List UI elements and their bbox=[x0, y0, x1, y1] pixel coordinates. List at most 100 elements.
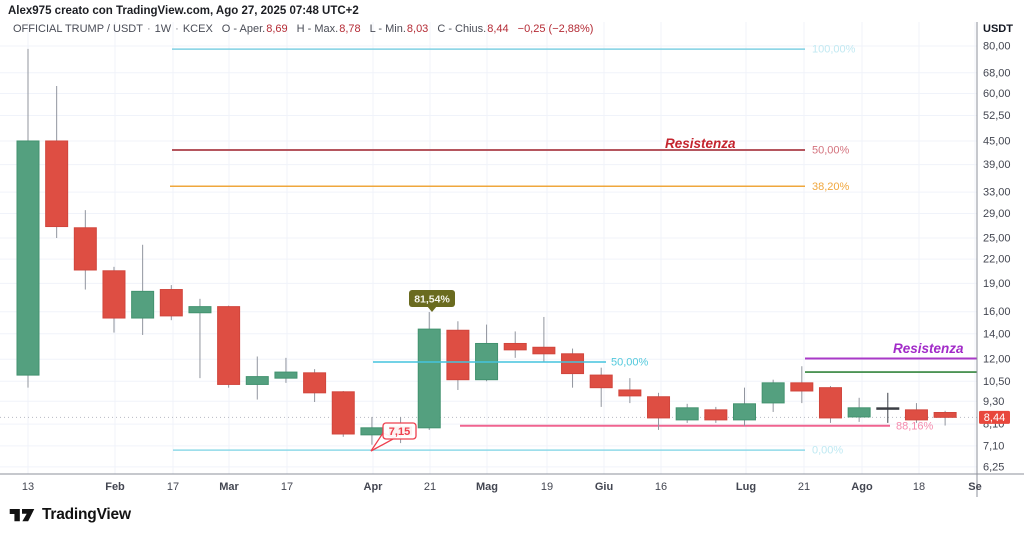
price-tick-label: 39,00 bbox=[983, 159, 1011, 171]
legend-separator: · bbox=[175, 23, 179, 35]
candle bbox=[45, 140, 69, 228]
price-tick-label: 19,00 bbox=[983, 278, 1011, 290]
fib-100-label: 100,00% bbox=[812, 44, 856, 56]
candle bbox=[503, 342, 527, 351]
price-tick-label: 29,00 bbox=[983, 208, 1011, 220]
resistenza-label-red: Resistenza bbox=[665, 136, 736, 151]
last-price-badge bbox=[979, 410, 1010, 424]
price-tick-label: 10,50 bbox=[983, 376, 1011, 388]
gain-callout-text: 81,54% bbox=[414, 294, 450, 306]
time-tick-label: 17 bbox=[167, 481, 179, 493]
gain-callout-box bbox=[409, 290, 455, 307]
fib-mid-50-label: 50,00% bbox=[611, 356, 649, 368]
tradingview-brand[interactable]: TradingView bbox=[0, 497, 1024, 524]
candle bbox=[360, 427, 384, 436]
price-tick-label: 9,30 bbox=[983, 396, 1004, 408]
resistenza-label-purple: Resistenza bbox=[893, 341, 964, 356]
candle bbox=[159, 289, 183, 317]
time-tick-label: 21 bbox=[798, 481, 810, 493]
low-callout-text: 7,15 bbox=[389, 426, 410, 438]
legend-separator: · bbox=[146, 23, 151, 35]
high-label: H - Max. bbox=[296, 23, 339, 35]
candle bbox=[704, 409, 728, 421]
last-price-badge-text: 8,44 bbox=[984, 412, 1005, 424]
price-tick-label: 6,25 bbox=[983, 461, 1004, 473]
time-tick-label: Mar bbox=[219, 481, 239, 493]
time-tick-label: Apr bbox=[364, 481, 384, 493]
candle bbox=[16, 140, 40, 376]
price-tick-label: 80,00 bbox=[983, 40, 1011, 52]
price-tick-label: 16,00 bbox=[983, 306, 1011, 318]
time-tick-label: Mag bbox=[476, 481, 498, 493]
close-label: C - Chius. bbox=[437, 23, 487, 35]
candle bbox=[217, 306, 241, 385]
attribution-bar: Alex975 creato con TradingView.com, Ago … bbox=[0, 0, 1024, 22]
time-tick-label: 13 bbox=[22, 481, 34, 493]
price-tick-label: 22,00 bbox=[983, 254, 1011, 266]
price-tick-label: 7,10 bbox=[983, 440, 1004, 452]
time-tick-label: Lug bbox=[736, 481, 756, 493]
low-label: L - Min. bbox=[369, 23, 406, 35]
candle bbox=[245, 376, 269, 385]
candle bbox=[188, 306, 212, 314]
fib-0-label: 0,00% bbox=[812, 445, 843, 457]
time-tick-label: 19 bbox=[541, 481, 553, 493]
candle bbox=[446, 329, 470, 381]
candle bbox=[675, 407, 699, 421]
candle bbox=[904, 409, 928, 421]
open-label: O - Aper. bbox=[221, 23, 266, 35]
candle bbox=[647, 396, 671, 419]
price-tick-label: 45,00 bbox=[983, 135, 1011, 147]
candle bbox=[131, 290, 155, 319]
tradingview-logo-icon bbox=[9, 508, 35, 521]
price-tick-label: 14,00 bbox=[983, 328, 1011, 340]
candle bbox=[589, 374, 613, 389]
price-axis-unit: USDT bbox=[983, 23, 1013, 35]
candle bbox=[847, 407, 871, 418]
candle bbox=[790, 382, 814, 392]
time-tick-label: 21 bbox=[424, 481, 436, 493]
time-tick-label: Se bbox=[968, 481, 981, 493]
candle bbox=[274, 371, 298, 379]
footer-bar: TradingView bbox=[0, 497, 1024, 534]
candle bbox=[102, 270, 126, 319]
time-tick-label: 18 bbox=[913, 481, 925, 493]
time-tick-label: Ago bbox=[851, 481, 873, 493]
exchange-label: KCEX bbox=[182, 23, 213, 35]
candle bbox=[561, 353, 585, 375]
candle bbox=[733, 403, 756, 421]
tradingview-brand-text: TradingView bbox=[42, 506, 131, 523]
timeframe-label[interactable]: 1W bbox=[154, 23, 172, 35]
price-tick-label: 12,00 bbox=[983, 354, 1011, 366]
candle bbox=[303, 372, 327, 394]
time-tick-label: 17 bbox=[281, 481, 293, 493]
fib-50-label: 50,00% bbox=[812, 145, 850, 157]
open-value: 8,69 bbox=[266, 23, 288, 35]
candle bbox=[331, 391, 355, 435]
chart-legend: OFFICIAL TRUMP / USDT · 1W · KCEX O - Aper.8,… bbox=[13, 23, 593, 35]
price-tick-label: 68,00 bbox=[983, 67, 1011, 79]
candle bbox=[876, 407, 900, 410]
candle bbox=[761, 382, 785, 404]
level-pink-label: 88,16% bbox=[896, 420, 934, 432]
price-tick-label: 33,00 bbox=[983, 187, 1011, 199]
candle bbox=[532, 346, 556, 355]
price-tick-label: 25,00 bbox=[983, 233, 1011, 245]
low-value: 8,03 bbox=[406, 23, 429, 35]
candle bbox=[818, 387, 842, 419]
fib-38-2-label: 38,20% bbox=[812, 181, 850, 193]
time-tick-label: Giu bbox=[595, 481, 613, 493]
gain-callout-pointer bbox=[427, 306, 437, 312]
price-tick-label: 60,00 bbox=[983, 88, 1011, 100]
candle bbox=[933, 412, 957, 418]
time-tick-label: 16 bbox=[655, 481, 667, 493]
attribution-text: Alex975 creato con TradingView.com, Ago … bbox=[8, 5, 359, 17]
close-value: 8,44 bbox=[487, 23, 509, 35]
low-callout-box bbox=[382, 422, 417, 440]
candle bbox=[73, 227, 97, 271]
candle bbox=[417, 328, 441, 429]
high-value: 8,78 bbox=[339, 23, 361, 35]
symbol-title[interactable]: OFFICIAL TRUMP / USDT bbox=[13, 23, 143, 35]
